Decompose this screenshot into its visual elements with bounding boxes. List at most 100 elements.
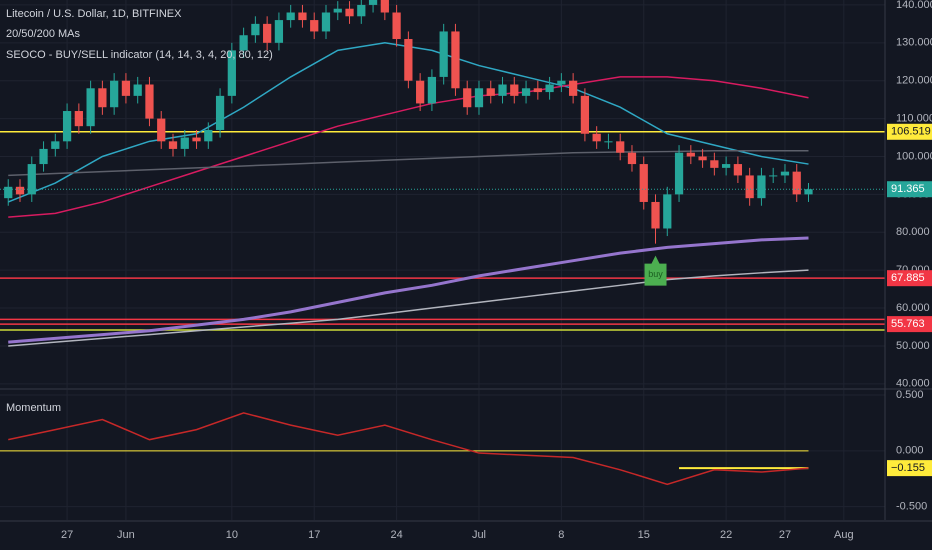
- moving-average: [8, 150, 809, 177]
- indicator-label: 20/50/200 MAs: [6, 28, 80, 40]
- candle-body: [545, 84, 554, 93]
- y-tick-label: 40.000: [896, 378, 930, 390]
- candle-body: [110, 80, 119, 108]
- price-tag: [887, 460, 932, 477]
- candle-body: [604, 141, 613, 143]
- candle-body: [298, 12, 307, 21]
- candle-body: [533, 88, 542, 93]
- x-tick-label: Jul: [472, 529, 486, 541]
- momentum-pane: [0, 390, 885, 520]
- y-tick-label: 110.000: [896, 113, 932, 125]
- price-tag-label: 67.885: [891, 272, 925, 284]
- candle-body: [686, 152, 695, 157]
- candle-body: [239, 35, 248, 51]
- candle-body: [368, 0, 378, 5]
- candle-body: [192, 137, 201, 142]
- candle-body: [357, 4, 366, 17]
- candle-body: [404, 39, 413, 81]
- candle-body: [98, 88, 107, 108]
- candle-body: [121, 80, 131, 96]
- x-tick-label: 22: [720, 529, 732, 541]
- signal-marker: [644, 255, 667, 286]
- candle-body: [62, 111, 72, 142]
- x-tick-label: 17: [308, 529, 320, 541]
- candle-body: [780, 171, 790, 176]
- y-tick-label: 0.000: [896, 445, 924, 457]
- y-tick-label: 100.000: [896, 150, 932, 162]
- candle-body: [345, 8, 354, 17]
- candle-body: [463, 88, 472, 108]
- y-tick-label: -0.500: [896, 501, 927, 513]
- candle-body: [580, 95, 590, 134]
- candle-body: [180, 137, 189, 149]
- candle-body: [804, 189, 813, 195]
- moving-average: [8, 236, 809, 344]
- price-tag: [887, 181, 932, 198]
- candle-body: [204, 129, 213, 142]
- candle-body: [510, 84, 519, 96]
- candle-body: [227, 50, 236, 96]
- momentum-line: [8, 412, 809, 486]
- candle-body: [51, 141, 60, 149]
- price-tag-label: −0.155: [891, 462, 925, 474]
- price-tag-label: 55.763: [891, 318, 925, 330]
- candle-body: [439, 31, 448, 77]
- candle-body: [27, 164, 36, 195]
- candle-body: [157, 118, 166, 142]
- candle-body: [651, 201, 660, 229]
- candle-body: [745, 175, 754, 199]
- x-tick-label: 15: [638, 529, 650, 541]
- price-tag-label: 91.365: [891, 183, 925, 195]
- candle-body: [86, 88, 95, 127]
- candle-body: [616, 141, 625, 153]
- candle-body: [498, 84, 507, 96]
- pane-title: Momentum: [6, 402, 61, 414]
- candle-body: [757, 175, 766, 199]
- y-tick-label: 130.000: [896, 37, 932, 49]
- candle-body: [286, 12, 295, 21]
- candle-body: [168, 141, 178, 149]
- price-tag: [887, 123, 932, 140]
- candle-body: [427, 76, 437, 104]
- x-tick-label: 8: [558, 529, 564, 541]
- indicator-label: SEOCO - BUY/SELL indicator (14, 14, 3, 4…: [6, 49, 273, 61]
- candle-body: [474, 88, 484, 108]
- x-tick-label: 27: [779, 529, 791, 541]
- x-tick-label: Jun: [117, 529, 135, 541]
- candle-body: [380, 0, 389, 13]
- candle-body: [310, 20, 319, 32]
- axes: 40.00050.00060.00070.00080.00090.000100.…: [61, 0, 932, 541]
- x-tick-label: 27: [61, 529, 73, 541]
- candle-body: [569, 80, 578, 96]
- candle-body: [15, 186, 25, 195]
- price-pane: buy: [0, 0, 885, 388]
- candle-body: [769, 175, 778, 177]
- moving-average: [8, 269, 809, 347]
- price-tag-label: 106.519: [891, 126, 931, 138]
- candle-body: [663, 194, 672, 229]
- candle-body: [733, 164, 743, 176]
- candle-body: [251, 23, 260, 36]
- x-tick-label: 10: [226, 529, 238, 541]
- signal-label: buy: [648, 269, 663, 279]
- candle-body: [722, 164, 731, 168]
- candle-body: [451, 31, 460, 89]
- candle-body: [333, 8, 342, 13]
- candle-body: [145, 84, 154, 119]
- y-tick-label: 80.000: [896, 226, 930, 238]
- candle-body: [710, 160, 719, 168]
- candle-body: [4, 186, 13, 199]
- candle-body: [39, 148, 48, 165]
- candle-body: [592, 133, 601, 142]
- candle-body: [674, 152, 684, 195]
- candle-body: [416, 80, 425, 104]
- candle-body: [321, 12, 331, 32]
- candle-body: [627, 152, 637, 165]
- candle-body: [392, 12, 401, 40]
- x-tick-label: Aug: [834, 529, 854, 541]
- candle-body: [215, 95, 225, 130]
- price-tag: [887, 316, 932, 333]
- x-tick-label: 24: [390, 529, 402, 541]
- candle-body: [486, 88, 495, 96]
